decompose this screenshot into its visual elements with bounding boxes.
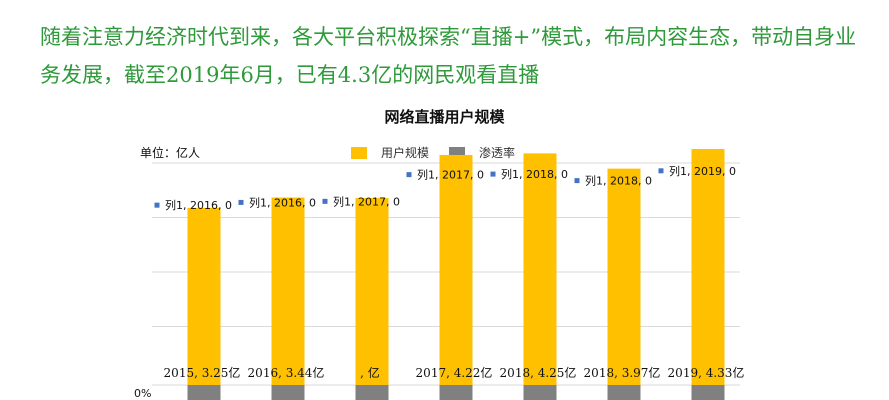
- legend-label-users: 用户规模: [381, 146, 430, 160]
- data-label: 2018, 3.97亿: [584, 365, 661, 380]
- series-marker: [238, 199, 244, 205]
- headline-text: 随着注意力经济时代到来，各大平台积极探索“直播+”模式，布局内容生态，带动自身业…: [40, 25, 857, 87]
- bar-penetration: [355, 385, 389, 400]
- legend-label-penetration: 渗透率: [479, 146, 516, 160]
- unit-label: 单位：亿人: [140, 146, 201, 160]
- series-marker: [322, 198, 328, 204]
- marker-label: 列1, 2016, 0: [249, 195, 316, 209]
- marker-label: 列1, 2017, 0: [333, 194, 400, 208]
- data-label: 2019, 4.33亿: [668, 365, 745, 380]
- series-marker: [406, 172, 412, 178]
- series-marker: [574, 178, 580, 184]
- bar-penetration: [523, 385, 557, 400]
- series-marker: [658, 168, 664, 174]
- data-label: 2017, 4.22亿: [416, 365, 493, 380]
- bar-users: [355, 198, 389, 385]
- marker-label: 列1, 2017, 0: [417, 168, 484, 182]
- marker-label: 列1, 2018, 0: [585, 174, 652, 188]
- series-marker: [490, 171, 496, 177]
- data-label: 2015, 3.25亿: [164, 365, 241, 380]
- marker-label: 列1, 2019, 0: [669, 164, 736, 178]
- bar-users: [271, 197, 305, 385]
- chart-title: 网络直播用户规模: [384, 108, 505, 126]
- bar-penetration: [271, 385, 305, 400]
- marker-label: 列1, 2018, 0: [501, 167, 568, 181]
- bar-penetration: [607, 385, 641, 400]
- legend-swatch-users: [351, 146, 367, 159]
- data-label: 2016, 3.44亿: [248, 365, 325, 380]
- data-label: , 亿: [360, 365, 380, 380]
- bar-users: [439, 155, 473, 385]
- bar-penetration: [187, 385, 221, 400]
- bar-users: [523, 153, 557, 385]
- marker-label: 列1, 2016, 0: [165, 198, 232, 212]
- bar-penetration: [691, 385, 725, 400]
- bar-users: [691, 149, 725, 385]
- legend-item-users: 用户规模: [351, 144, 429, 161]
- bar-users: [187, 207, 221, 385]
- data-label: 2018, 4.25亿: [500, 365, 577, 380]
- series-marker: [154, 202, 160, 208]
- bar-penetration: [439, 385, 473, 400]
- bar-users: [607, 168, 641, 385]
- y-tick-label: 0%: [134, 387, 151, 400]
